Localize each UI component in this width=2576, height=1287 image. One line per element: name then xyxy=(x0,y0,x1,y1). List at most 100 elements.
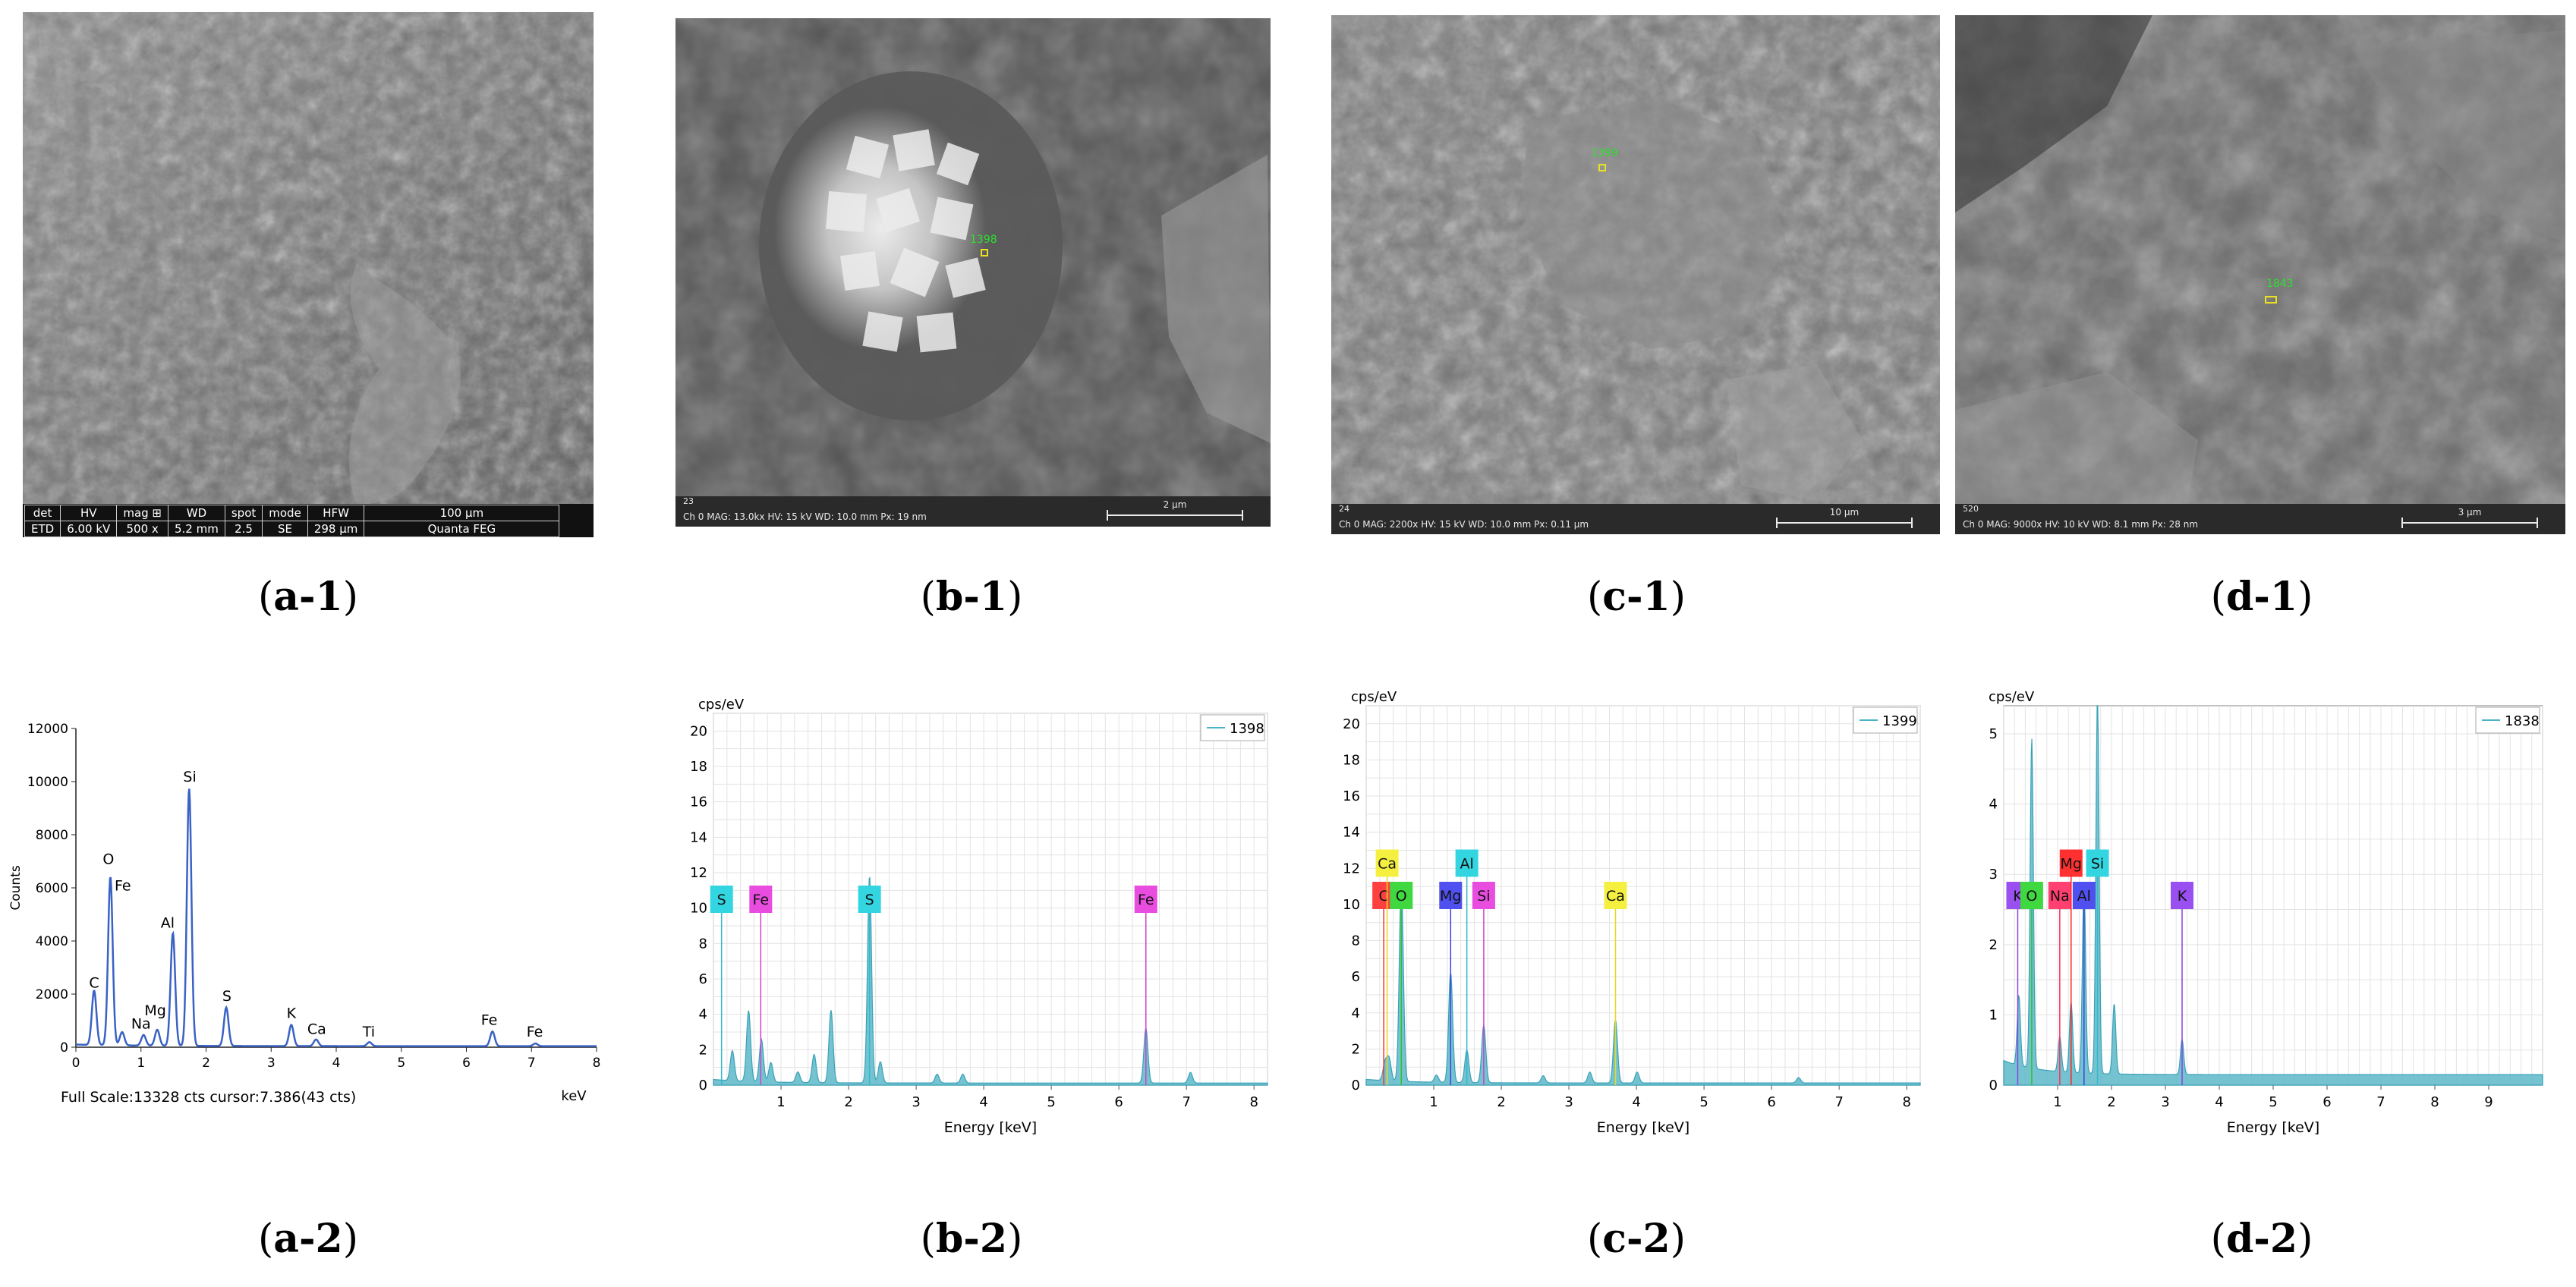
y-tick-label: 16 xyxy=(1343,788,1360,804)
x-axis-label: keV xyxy=(561,1088,587,1104)
caption-open-paren: ( xyxy=(257,1216,274,1262)
y-tick-label: 6 xyxy=(1352,969,1360,985)
y-axis-label: cps/eV xyxy=(698,697,745,713)
peak-label: K xyxy=(287,1005,297,1022)
scale-bar-label: 100 µm xyxy=(439,506,484,520)
caption-label: b-1 xyxy=(935,574,1008,620)
peak-label: Ti xyxy=(362,1024,375,1040)
x-tick-label: 7 xyxy=(2376,1094,2385,1110)
x-tick-label: 5 xyxy=(1699,1094,1708,1110)
y-tick-label: 14 xyxy=(690,829,707,845)
y-tick-label: 10000 xyxy=(27,775,68,790)
sem-databar-d1: 520 Ch 0 MAG: 9000x HV: 10 kV WD: 8.1 mm… xyxy=(1955,504,2565,534)
x-tick-label: 1 xyxy=(2053,1094,2061,1110)
peak-label: Ca xyxy=(307,1021,326,1038)
x-axis-label: Energy [keV] xyxy=(1597,1119,1690,1136)
peak-label: Fe xyxy=(115,878,131,895)
y-tick-label: 1 xyxy=(1989,1007,1998,1023)
y-tick-label: 14 xyxy=(1343,825,1360,841)
x-tick-label: 3 xyxy=(912,1094,920,1110)
element-marker-box xyxy=(1134,886,1157,913)
element-marker-box xyxy=(710,886,733,913)
analysis-spot-label: 1843 xyxy=(2266,278,2294,290)
element-marker-box xyxy=(2048,882,2071,909)
caption-open-paren: ( xyxy=(2210,574,2226,620)
legend-label: 1398 xyxy=(1230,721,1264,737)
element-marker-box xyxy=(1390,882,1413,909)
image-index: 23 xyxy=(683,496,694,506)
param-header: det xyxy=(24,505,61,521)
sem-image-b1: 1398 23 Ch 0 MAG: 13.0kx HV: 15 kV WD: 1… xyxy=(675,18,1271,527)
element-marker-label: Si xyxy=(2091,856,2104,873)
scale-bar-line xyxy=(2401,518,2538,528)
y-tick-label: 8 xyxy=(1352,933,1360,949)
element-marker-label: Fe xyxy=(753,892,770,908)
element-marker-box xyxy=(2059,849,2083,877)
caption-close-paren: ) xyxy=(2297,574,2313,620)
scale-bar-cell: 100 µm xyxy=(364,505,560,521)
caption-a2: (a-2) xyxy=(194,1216,422,1262)
legend-label: 1838 xyxy=(2505,713,2540,729)
param-value: SE xyxy=(262,521,308,537)
peak-label: Fe xyxy=(527,1024,543,1040)
full-scale-readout: Full Scale:13328 cts cursor:7.386(43 cts… xyxy=(61,1089,356,1106)
x-tick-label: 2 xyxy=(202,1056,210,1071)
element-marker-label: Fe xyxy=(1138,892,1154,908)
y-tick-label: 2000 xyxy=(36,987,68,1002)
x-tick-label: 2 xyxy=(1497,1094,1505,1110)
analysis-spot-marker xyxy=(981,249,988,256)
x-tick-label: 1 xyxy=(137,1056,145,1071)
x-tick-label: 5 xyxy=(2269,1094,2277,1110)
x-tick-label: 5 xyxy=(1047,1094,1055,1110)
spectrum-chart-b2: 0 2 4 6 8 10 12 14 16 18 20 1 2 3 4 5 6 7 8 S Fe S Fe 1398 cps/e… xyxy=(668,683,1290,1169)
x-tick-label: 6 xyxy=(462,1056,471,1071)
y-tick-label: 8 xyxy=(699,936,707,952)
sem-databar-b1: 23 Ch 0 MAG: 13.0kx HV: 15 kV WD: 10.0 m… xyxy=(675,496,1271,527)
x-tick-label: 7 xyxy=(1834,1094,1843,1110)
x-axis-label: Energy [keV] xyxy=(944,1119,1037,1136)
sem-databar-c1: 24 Ch 0 MAG: 2200x HV: 15 kV WD: 10.0 mm… xyxy=(1331,504,1940,534)
sem-params: Ch 0 MAG: 2200x HV: 15 kV WD: 10.0 mm Px… xyxy=(1339,519,1589,530)
y-axis-label: cps/eV xyxy=(1989,689,2035,705)
y-tick-label: 0 xyxy=(1352,1078,1360,1093)
scale-bar: 2 µm xyxy=(1107,499,1243,521)
x-tick-label: 7 xyxy=(527,1056,536,1071)
analysis-spot-label: 1398 xyxy=(970,234,997,246)
caption-close-paren: ) xyxy=(1007,1216,1023,1262)
element-marker-box xyxy=(1375,849,1399,877)
spectrum-area xyxy=(713,876,1268,1086)
x-tick-label: 8 xyxy=(593,1056,601,1071)
caption-close-paren: ) xyxy=(1670,1216,1686,1262)
caption-close-paren: ) xyxy=(2297,1216,2313,1262)
y-tick-label: 5 xyxy=(1989,726,1998,742)
analysis-spot-label: 1399 xyxy=(1591,147,1618,159)
caption-open-paren: ( xyxy=(1586,1216,1603,1262)
y-tick-label: 16 xyxy=(690,795,707,810)
spectrum-line xyxy=(75,788,597,1047)
x-tick-label: 8 xyxy=(2430,1094,2439,1110)
peak-label: C xyxy=(89,974,99,991)
sem-databar-a1: det HV mag ⊞ WD spot mode HFW 100 µm ETD… xyxy=(23,504,594,537)
peak-label: Na xyxy=(131,1016,151,1033)
element-marker-label: Mg xyxy=(1440,888,1461,905)
caption-c1: (c-1) xyxy=(1523,574,1750,620)
x-tick-label: 8 xyxy=(1249,1094,1258,1110)
caption-label: d-2 xyxy=(2225,1216,2298,1262)
x-tick-label: 4 xyxy=(332,1056,341,1071)
element-marker-label: Mg xyxy=(2061,856,2082,873)
plot-frame xyxy=(713,713,1268,1086)
element-marker-box xyxy=(2072,882,2096,909)
y-tick-label: 2 xyxy=(1352,1041,1360,1057)
caption-open-paren: ( xyxy=(2210,1216,2226,1262)
y-tick-label: 4 xyxy=(1989,797,1998,813)
scale-bar-line xyxy=(1107,510,1243,521)
spectrum-chart-a2: 0 2000 4000 6000 8000 10000 12000 0 1 2 3 4 5 6 7 8 C O Fe… xyxy=(0,706,607,1138)
image-index: 24 xyxy=(1339,504,1349,514)
instrument-name: Quanta FEG xyxy=(364,521,560,537)
sem-params: Ch 0 MAG: 9000x HV: 10 kV WD: 8.1 mm Px:… xyxy=(1963,519,2199,530)
caption-a1: (a-1) xyxy=(194,574,422,620)
peak-label: O xyxy=(102,851,114,868)
